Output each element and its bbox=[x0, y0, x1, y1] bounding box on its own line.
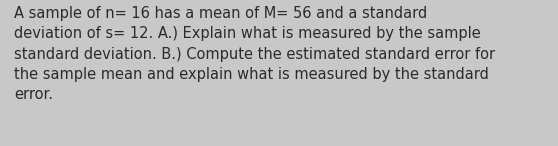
Text: A sample of n= 16 has a mean of M= 56 and a standard
deviation of s= 12. A.) Exp: A sample of n= 16 has a mean of M= 56 an… bbox=[14, 6, 495, 102]
